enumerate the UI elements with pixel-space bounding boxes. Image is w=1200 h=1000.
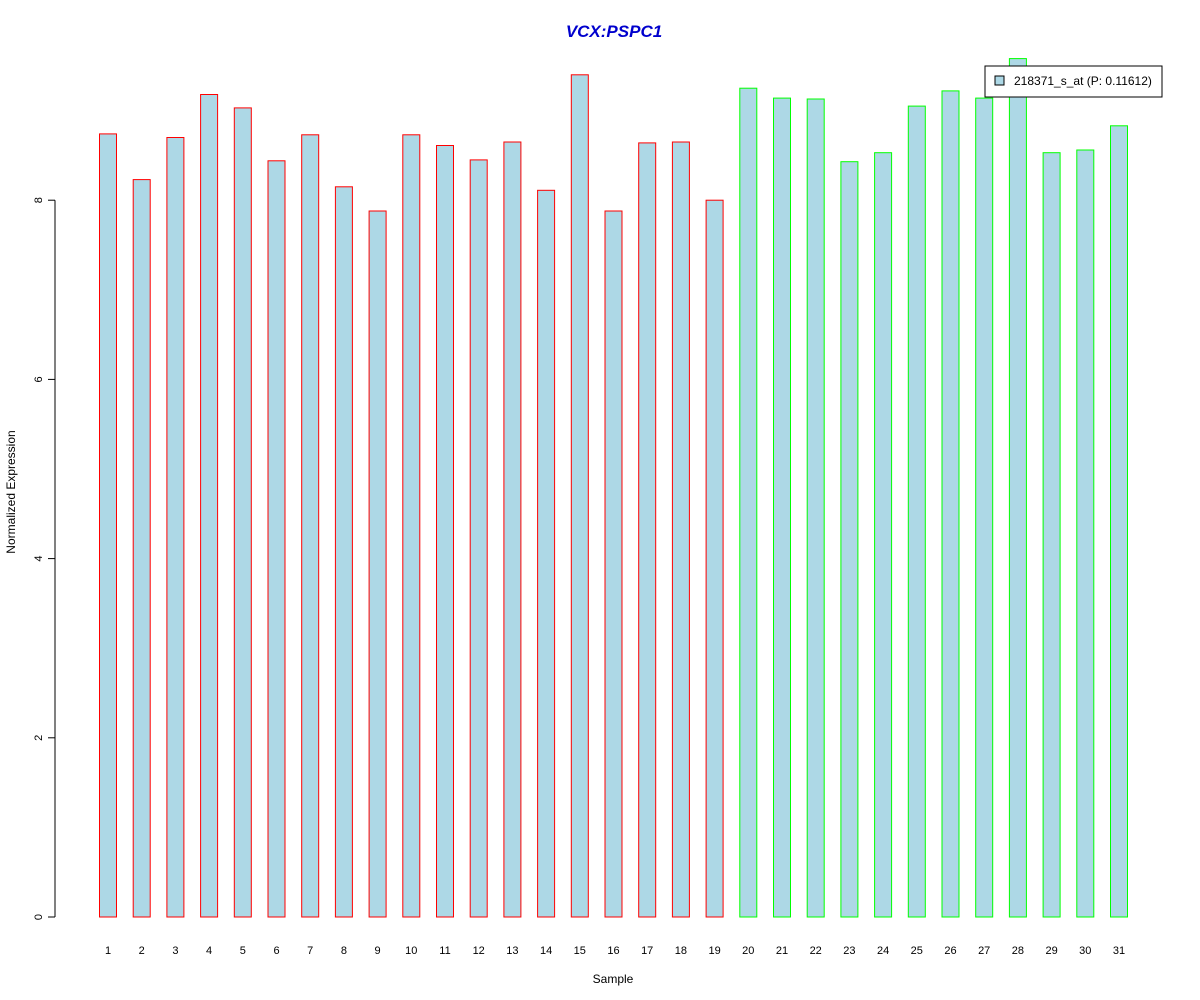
y-tick-label: 0 (33, 914, 45, 920)
legend-label: 218371_s_at (P: 0.11612) (1014, 74, 1152, 88)
bar-sample-9 (368, 210, 387, 918)
legend: 218371_s_at (P: 0.11612) (984, 65, 1163, 98)
x-tick-label: 8 (341, 945, 347, 957)
x-axis-labels: 1 2 3 4 5 6 7 8 9 10 11 12 13 14 15 16 17 18 19 20 21 22 23 24 2… (105, 945, 1125, 957)
x-tick-label: 27 (978, 945, 990, 957)
x-tick-label: 24 (877, 945, 889, 957)
bar-sample-3 (166, 137, 185, 918)
x-tick-label: 22 (810, 945, 822, 957)
bar-sample-18 (671, 141, 690, 918)
y-axis-title: Normalized Expression (4, 430, 18, 553)
chart-title: VCX:PSPC1 (566, 22, 662, 41)
bar-sample-24 (874, 152, 893, 918)
bar-sample-11 (436, 145, 454, 918)
bar-sample-20 (739, 87, 758, 918)
bars-group (99, 58, 1128, 918)
bar-sample-17 (638, 142, 657, 918)
x-tick-label: 2 (139, 945, 145, 957)
y-tick-label: 6 (33, 376, 45, 382)
bar-sample-31 (1110, 125, 1128, 918)
bar-sample-26 (941, 90, 960, 918)
x-tick-label: 10 (405, 945, 417, 957)
y-tick-label: 2 (33, 735, 45, 741)
x-tick-label: 14 (540, 945, 552, 957)
x-tick-label: 6 (273, 945, 279, 957)
bar-sample-13 (503, 141, 522, 918)
x-tick-label: 19 (708, 945, 720, 957)
x-tick-label: 9 (375, 945, 381, 957)
x-tick-label: 13 (506, 945, 518, 957)
bar-sample-5 (233, 107, 252, 918)
bar-sample-14 (537, 189, 556, 918)
x-tick-label: 26 (944, 945, 956, 957)
bar-sample-4 (200, 94, 219, 918)
bar-sample-12 (469, 159, 488, 918)
x-tick-label: 18 (675, 945, 687, 957)
legend-box (984, 65, 1163, 98)
bar-sample-1 (99, 133, 117, 918)
bar-sample-19 (705, 199, 724, 918)
x-tick-label: 16 (607, 945, 619, 957)
x-tick-label: 21 (776, 945, 788, 957)
x-tick-label: 11 (439, 945, 450, 957)
bar-sample-25 (907, 105, 926, 918)
x-tick-label: 15 (574, 945, 586, 957)
x-tick-label: 30 (1079, 945, 1091, 957)
bar-sample-23 (840, 161, 859, 918)
x-tick-label: 31 (1113, 945, 1125, 957)
x-tick-label: 12 (473, 945, 485, 957)
bar-sample-2 (132, 179, 151, 918)
x-tick-label: 29 (1045, 945, 1057, 957)
y-axis: 0 2 4 6 8 (33, 197, 56, 920)
bar-sample-10 (402, 134, 421, 918)
x-tick-label: 28 (1012, 945, 1024, 957)
bar-sample-15 (570, 74, 589, 918)
bar-sample-6 (267, 160, 286, 918)
bar-sample-8 (334, 186, 353, 918)
bar-sample-21 (773, 97, 791, 918)
x-tick-label: 3 (172, 945, 178, 957)
bar-sample-29 (1042, 152, 1061, 918)
bar-sample-7 (301, 134, 320, 918)
x-tick-label: 4 (206, 945, 212, 957)
y-tick-label: 8 (33, 197, 45, 203)
bar-sample-16 (604, 210, 623, 918)
bar-sample-22 (806, 98, 825, 918)
x-tick-label: 7 (307, 945, 313, 957)
x-tick-label: 25 (911, 945, 923, 957)
x-tick-label: 5 (240, 945, 246, 957)
bar-sample-28 (1008, 58, 1027, 918)
x-tick-label: 1 (105, 945, 111, 957)
x-tick-label: 23 (843, 945, 855, 957)
x-tick-label: 20 (742, 945, 754, 957)
x-tick-label: 17 (641, 945, 653, 957)
legend-swatch (994, 75, 1005, 86)
y-tick-label: 4 (33, 556, 45, 562)
bar-sample-27 (975, 97, 994, 918)
x-axis-title: Sample (593, 972, 634, 986)
bar-sample-30 (1076, 149, 1095, 918)
